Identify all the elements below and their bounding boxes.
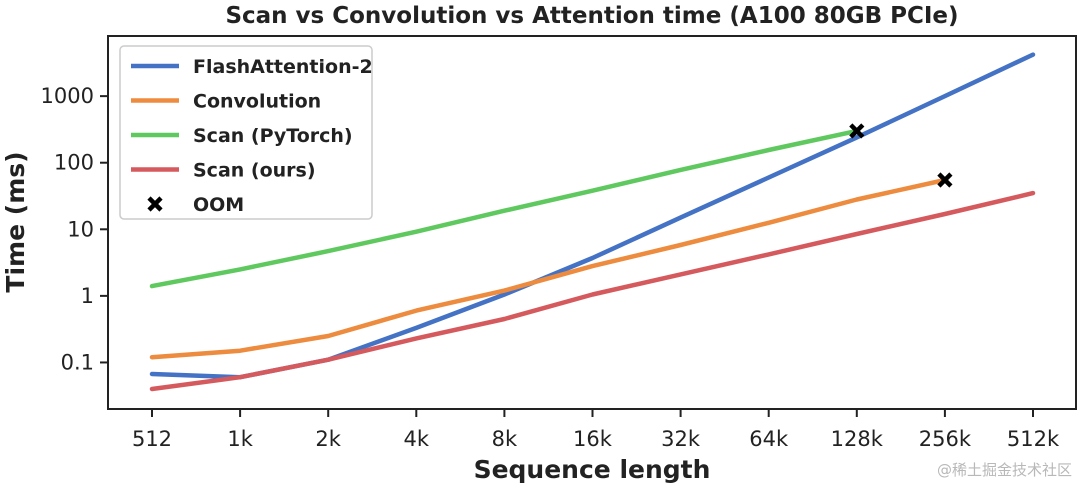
y-axis: 0.1 1 10 100 1000 <box>41 84 108 374</box>
oom-marker <box>937 172 953 188</box>
y-tick-label: 10 <box>67 217 94 241</box>
y-tick-label: 1000 <box>41 84 94 108</box>
oom-marker <box>849 123 865 139</box>
legend: FlashAttention-2 Convolution Scan (PyTorch… <box>119 45 373 220</box>
legend-label: Convolution <box>193 91 321 113</box>
legend-oom-marker <box>147 196 163 212</box>
x-tick-label: 512 <box>132 427 172 451</box>
y-axis-label: Time (ms) <box>1 151 30 292</box>
x-tick-label: 4k <box>404 427 430 451</box>
legend-label: Scan (PyTorch) <box>193 125 353 147</box>
chart-title: Scan vs Convolution vs Attention time (A… <box>225 3 958 29</box>
x-tick-label: 128k <box>831 427 884 451</box>
x-tick-label: 256k <box>919 427 972 451</box>
y-tick-label: 1 <box>81 284 94 308</box>
watermark-text: @稀土掘金技术社区 <box>936 461 1072 479</box>
legend-label: OOM <box>193 194 244 216</box>
x-axis: 512 1k 2k 4k 8k 16k 32k 64k 128k 256k 512k <box>132 409 1060 451</box>
legend-label: FlashAttention-2 <box>193 56 373 78</box>
series-line-convolution <box>149 177 948 360</box>
x-tick-label: 8k <box>492 427 518 451</box>
series-line-scan-pytorch <box>149 128 860 289</box>
oom-markers <box>849 123 953 188</box>
x-tick-label: 2k <box>315 427 341 451</box>
series-line-scan-ours <box>149 190 1036 392</box>
legend-label: Scan (ours) <box>193 160 316 182</box>
y-tick-label: 100 <box>54 151 94 175</box>
y-tick-label: 0.1 <box>61 350 94 374</box>
x-axis-label: Sequence length <box>474 455 711 484</box>
legend-box <box>119 45 373 220</box>
x-tick-label: 512k <box>1007 427 1060 451</box>
x-tick-label: 64k <box>749 427 789 451</box>
x-tick-label: 1k <box>227 427 253 451</box>
series-group <box>149 52 1036 392</box>
x-tick-label: 16k <box>573 427 613 451</box>
x-tick-label: 32k <box>661 427 701 451</box>
